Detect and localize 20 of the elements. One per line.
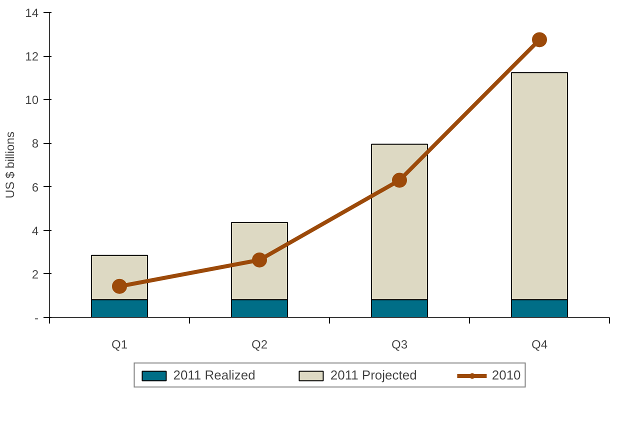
y-axis-title: US $ billions	[3, 132, 18, 198]
legend-label: 2011 Projected	[330, 368, 417, 382]
x-tick-label: Q3	[391, 338, 408, 352]
y-tick-label: 10	[25, 93, 39, 108]
y-tick-label: -	[34, 311, 39, 325]
point	[252, 252, 267, 268]
y-tick-label: 14	[25, 6, 39, 20]
legend-label: 2011 Realized	[173, 368, 256, 382]
point	[392, 172, 407, 188]
y-tick-label: 6	[32, 180, 39, 194]
y-tick-label: 4	[32, 224, 39, 238]
y-tick-label: 8	[32, 136, 39, 151]
x-tick-label: Q2	[251, 338, 268, 352]
point	[532, 32, 547, 48]
x-tick-label: Q4	[531, 338, 548, 352]
y-tick-label: 2	[32, 267, 39, 282]
point	[112, 278, 127, 294]
y-tick-label: 12	[25, 50, 39, 64]
x-tick-label: Q1	[111, 338, 128, 352]
legend-label: 2010	[492, 368, 521, 382]
